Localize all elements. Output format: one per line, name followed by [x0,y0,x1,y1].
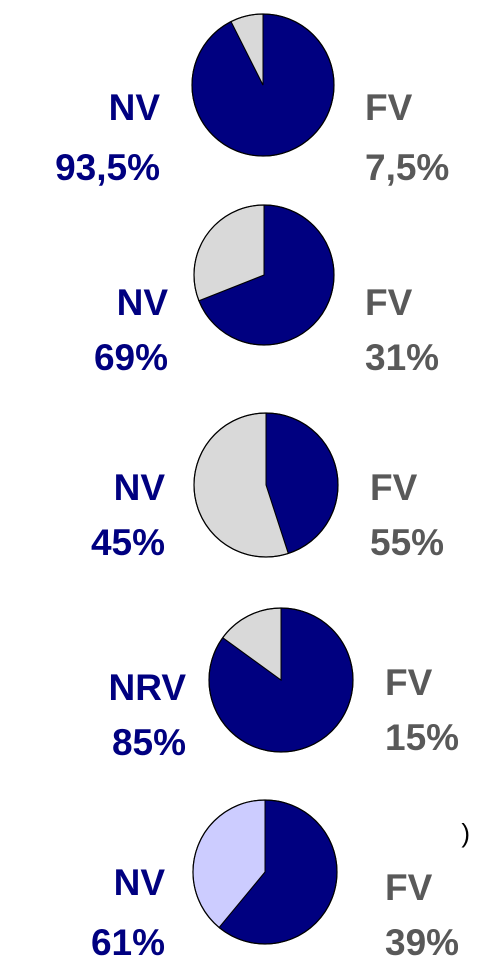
slice-value-label: 39% [385,922,459,963]
slice-value-label: 45% [91,522,165,563]
slice-name: FV [385,662,433,703]
slice-value-label: 69% [94,337,168,378]
pie-outline [193,412,339,558]
slice-name: FV [365,87,413,128]
slice-name: NV [117,282,169,323]
slice-name: FV [365,282,413,323]
pie-outline [192,799,338,945]
slice-value-label: 85% [112,722,186,763]
pie-outline [193,204,335,346]
pie-outline [191,13,335,157]
slice-value-label: 61% [91,922,165,963]
slice-value-label: 15% [385,717,459,758]
slice-name: NRV [109,667,187,708]
slice-name: NV [114,467,166,508]
slice-value-label: 31% [365,337,439,378]
slice-name: NV [114,862,166,903]
slice-name: FV [385,867,433,908]
slice-value-label: 7,5% [365,147,449,188]
annotation: ) [461,818,470,848]
slice-name: NV [109,87,161,128]
slice-name: FV [370,467,418,508]
slice-value-label: 55% [370,522,444,563]
pie-outline [208,607,354,753]
slice-value-label: 93,5% [55,147,160,188]
